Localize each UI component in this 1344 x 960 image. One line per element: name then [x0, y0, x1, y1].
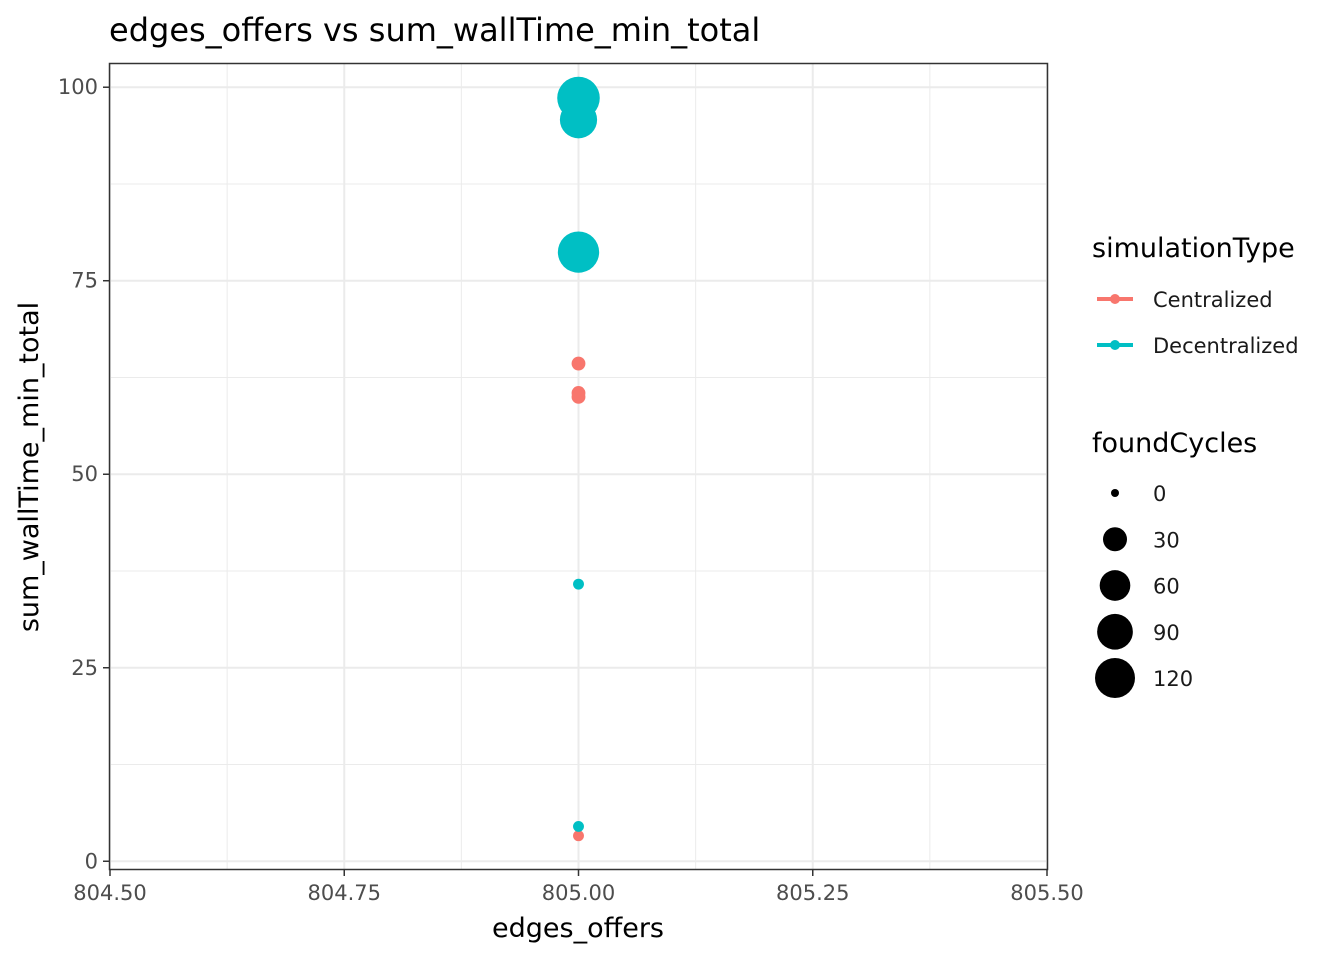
data-point-decentralized [559, 101, 598, 139]
x-tick-label: 804.75 [308, 881, 381, 905]
size-legend-label: 120 [1153, 667, 1193, 691]
data-point-centralized [573, 830, 584, 842]
x-tick-label: 805.50 [1010, 881, 1083, 905]
y-tick-label: 100 [58, 75, 98, 99]
y-tick-label: 50 [71, 462, 98, 486]
color-legend-title: simulationType [1092, 233, 1295, 264]
y-tick-label: 25 [71, 656, 98, 680]
color-legend-entries: Centralized Decentralized [1097, 288, 1299, 358]
x-tick-label: 804.50 [73, 881, 146, 905]
legend-key-point [1110, 340, 1120, 350]
chart-title: edges_offers vs sum_wallTime_min_total [109, 11, 760, 49]
data-point-decentralized [557, 231, 600, 273]
legend-key-point [1110, 294, 1120, 304]
size-legend-label: 0 [1153, 482, 1166, 506]
data-point-decentralized [573, 578, 584, 590]
data-point-centralized [571, 356, 586, 371]
y-axis-ticks: 0 25 50 75 100 [58, 75, 110, 873]
size-legend-entries: 0 30 60 90 120 [1095, 482, 1193, 698]
size-legend-label: 30 [1153, 528, 1180, 552]
size-legend-key [1103, 527, 1127, 552]
size-legend-label: 60 [1153, 575, 1180, 599]
size-legend-key [1111, 489, 1119, 497]
legend-label-decentralized: Decentralized [1153, 334, 1299, 358]
legend: simulationType CentralizedDecentralized … [1092, 233, 1299, 698]
x-tick-label: 805.25 [776, 881, 849, 905]
size-legend-key [1099, 570, 1131, 601]
y-axis-title: sum_wallTime_min_total [14, 302, 45, 632]
x-axis-ticks: 804.50 804.75 805.00 805.25 805.50 [73, 869, 1084, 905]
x-tick-label: 805.00 [542, 881, 615, 905]
data-points [557, 76, 600, 842]
legend-label-centralized: Centralized [1153, 288, 1273, 312]
y-tick-label: 75 [71, 269, 98, 293]
y-tick-label: 0 [85, 849, 98, 873]
data-point-decentralized [573, 820, 584, 832]
size-legend-label: 90 [1153, 621, 1180, 645]
size-legend-key [1095, 658, 1135, 698]
size-legend-title: foundCycles [1092, 428, 1257, 459]
size-legend-key [1097, 613, 1133, 650]
data-point-centralized [571, 389, 586, 404]
x-axis-title: edges_offers [492, 913, 664, 944]
